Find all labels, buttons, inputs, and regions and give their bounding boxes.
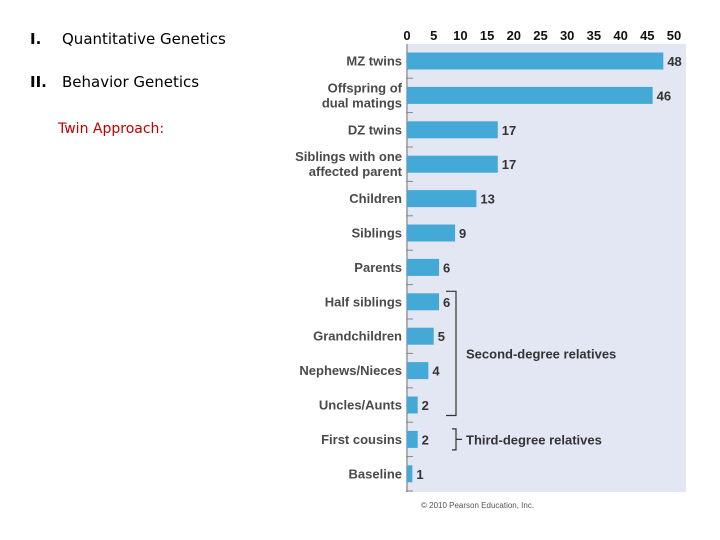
category-label-line: Half siblings [325, 294, 402, 309]
x-tick-label: 15 [480, 28, 494, 43]
subheading: Twin Approach: [58, 121, 165, 137]
bar [407, 396, 418, 414]
annotation-bracket [452, 428, 462, 451]
bar-value-label: 4 [432, 364, 440, 379]
bar [407, 362, 429, 380]
x-tick-label: 5 [430, 28, 437, 43]
category-label-line: First cousins [321, 432, 402, 447]
bar-value-label: 48 [667, 54, 681, 69]
category-label-line: affected parent [309, 164, 403, 179]
bar [407, 121, 498, 139]
bar-value-label: 1 [416, 467, 423, 482]
category-label: Baseline [349, 466, 402, 481]
category-label: DZ twins [348, 122, 402, 137]
x-tick-label: 50 [667, 28, 681, 43]
x-tick-label: 20 [507, 28, 521, 43]
category-label-line: Siblings [351, 226, 402, 241]
x-tick-label: 0 [403, 28, 410, 43]
bar-value-label: 17 [502, 123, 516, 138]
bar-value-label: 13 [480, 192, 494, 207]
category-label: Children [349, 191, 402, 206]
category-label-line: MZ twins [346, 54, 402, 69]
x-tick-label: 40 [613, 28, 627, 43]
x-tick-label: 35 [587, 28, 601, 43]
bar [407, 430, 418, 448]
category-label: Nephews/Nieces [299, 363, 402, 378]
category-label-line: Nephews/Nieces [299, 363, 402, 378]
category-label-line: Baseline [349, 466, 402, 481]
bar [407, 52, 664, 70]
outline-item-2: II. Behavior Genetics [30, 73, 199, 91]
category-label: Siblings [351, 226, 402, 241]
annotation-label: Second-degree relatives [466, 346, 616, 361]
bar-value-label: 6 [443, 260, 450, 275]
outline-text: Quantitative Genetics [62, 30, 226, 48]
category-label-line: Uncles/Aunts [319, 398, 402, 413]
bar [407, 327, 434, 345]
outline-number: I. [30, 30, 42, 48]
bar-value-label: 46 [657, 88, 671, 103]
outline-text: Behavior Genetics [62, 73, 200, 91]
bar-value-label: 6 [443, 295, 450, 310]
category-label: Half siblings [325, 294, 402, 309]
bar [407, 293, 440, 311]
bar [407, 224, 456, 242]
category-label-line: Grandchildren [313, 329, 402, 344]
x-tick-label: 10 [453, 28, 467, 43]
bar [407, 190, 477, 208]
x-tick-label: 45 [640, 28, 654, 43]
category-label-line: Parents [354, 260, 402, 275]
category-label: Grandchildren [313, 329, 402, 344]
category-label-line: DZ twins [348, 122, 402, 137]
annotations: Second-degree relatives Third-degree rela… [446, 290, 616, 451]
category-label: Parents [354, 260, 402, 275]
bar-value-label: 5 [438, 329, 445, 344]
annotation-bracket [446, 290, 457, 417]
bar-value-label: 2 [422, 398, 429, 413]
category-label: Uncles/Aunts [319, 398, 402, 413]
bar [407, 155, 498, 173]
bar-value-label: 9 [459, 226, 466, 241]
category-label-line: Children [349, 191, 402, 206]
bar [407, 86, 653, 104]
category-label: First cousins [321, 432, 402, 447]
bar [407, 258, 440, 276]
outline-number: II. [30, 73, 47, 91]
category-label-line: Offspring of [328, 80, 403, 95]
annotation-label: Third-degree relatives [466, 432, 602, 447]
outline-item-1: I. Quantitative Genetics [30, 30, 226, 48]
copyright-note: © 2010 Pearson Education, Inc. [421, 501, 535, 510]
bar [407, 465, 413, 483]
chart-panel [406, 44, 686, 492]
bar-value-label: 2 [422, 432, 429, 447]
category-label-line: Siblings with one [295, 149, 402, 164]
category-label: MZ twins [346, 54, 402, 69]
category-label-line: dual matings [322, 95, 402, 110]
x-tick-label: 30 [560, 28, 574, 43]
x-tick-label: 25 [533, 28, 547, 43]
bar-value-label: 17 [502, 157, 516, 172]
